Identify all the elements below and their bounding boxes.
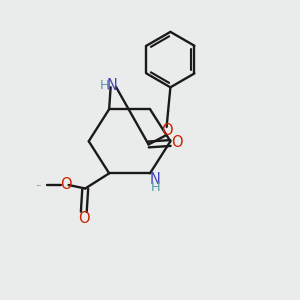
Text: O: O (60, 177, 71, 192)
Text: H: H (150, 181, 160, 194)
Text: N: N (106, 78, 118, 93)
Text: O: O (78, 211, 90, 226)
Text: N: N (150, 172, 161, 187)
Text: O: O (161, 123, 172, 138)
Text: methyl: methyl (36, 184, 41, 186)
Text: H: H (99, 79, 109, 92)
Text: O: O (171, 136, 183, 151)
